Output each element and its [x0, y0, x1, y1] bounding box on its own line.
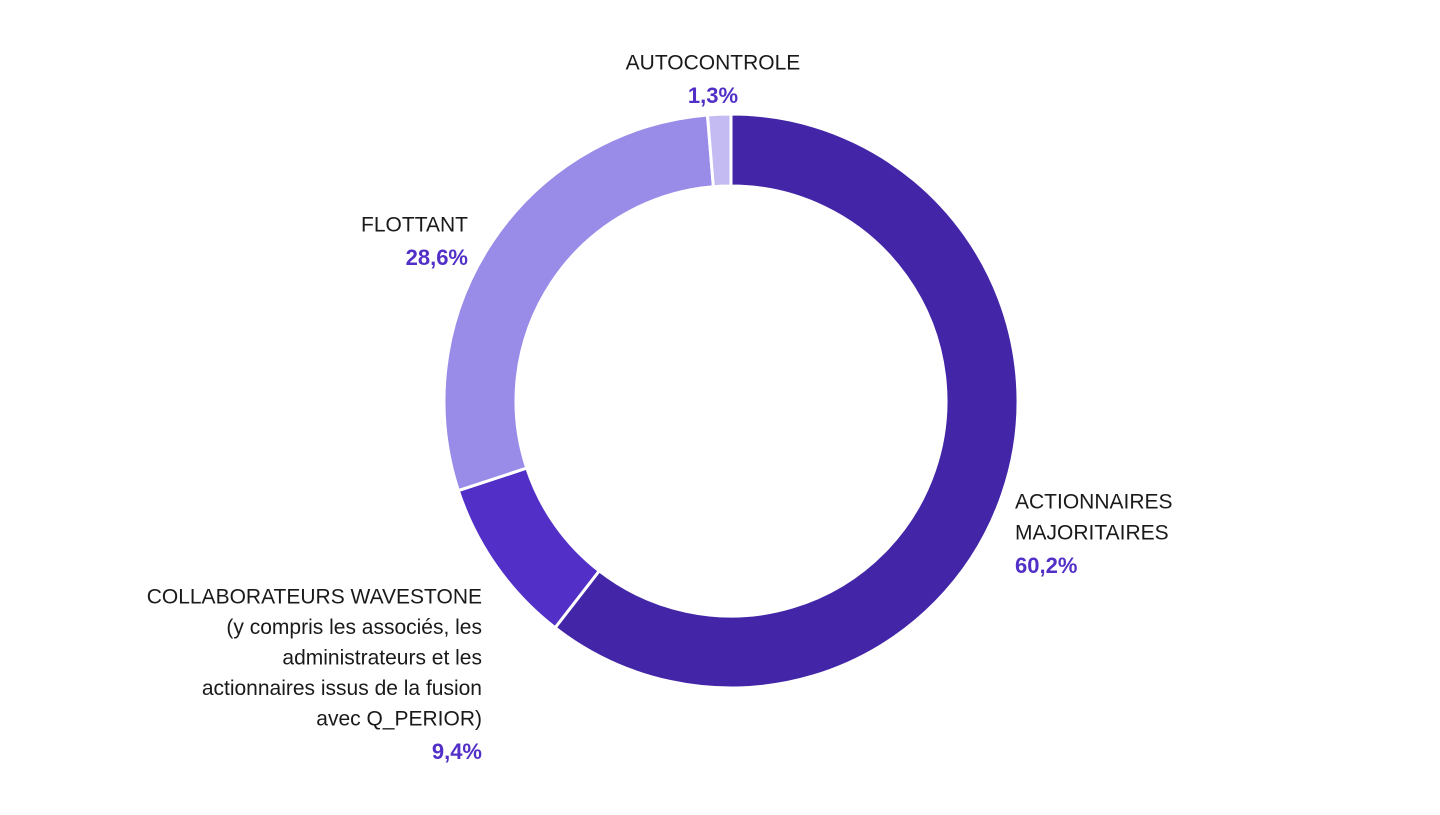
donut-slice [705, 112, 733, 189]
slice-name-line: FLOTTANT [361, 214, 468, 237]
slice-label: FLOTTANT 28,6% [361, 214, 468, 270]
slice-name-line: AUTOCONTROLE [626, 52, 801, 75]
slice-label: AUTOCONTROLE 1,3% [626, 52, 801, 108]
slice-value-label: 1,3% [688, 83, 738, 108]
slice-name-line: actionnaires issus de la fusion [202, 677, 482, 700]
donut-slice [442, 113, 715, 493]
donut-slice [552, 112, 1020, 690]
donut-slices [442, 112, 1020, 690]
slice-value-label: 28,6% [406, 245, 468, 270]
slice-name-line: MAJORITAIRES [1015, 522, 1169, 545]
slice-value-label: 60,2% [1015, 553, 1077, 578]
slice-value-label: 9,4% [432, 739, 482, 764]
slice-name-line: avec Q_PERIOR) [316, 708, 482, 731]
slice-label: ACTIONNAIRES MAJORITAIRES 60,2% [1015, 491, 1173, 578]
slice-name-line: administrateurs et les [282, 647, 482, 670]
slice-name-line: (y compris les associés, les [226, 616, 482, 639]
slice-name-line: ACTIONNAIRES [1015, 491, 1173, 514]
slice-label: COLLABORATEURS WAVESTONE (y compris les a… [147, 586, 482, 764]
donut-labels: ACTIONNAIRES MAJORITAIRES 60,2% COLLABORATE… [147, 52, 1173, 764]
slice-name-line: COLLABORATEURS WAVESTONE [147, 586, 482, 609]
